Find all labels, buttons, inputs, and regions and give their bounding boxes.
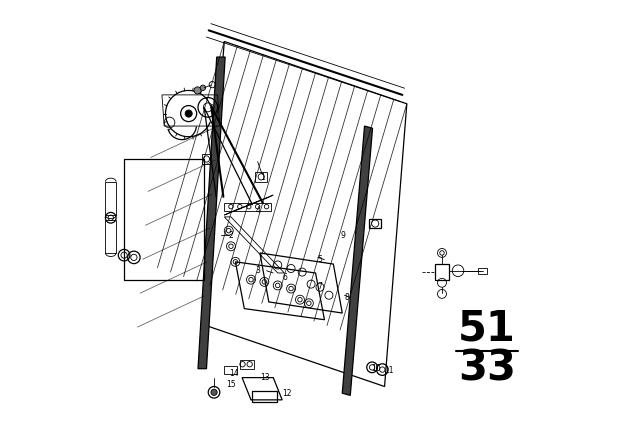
Polygon shape (198, 57, 225, 369)
Text: 51: 51 (458, 308, 516, 349)
Text: 15: 15 (227, 380, 236, 389)
Text: 1: 1 (260, 173, 265, 182)
Circle shape (200, 85, 205, 90)
Text: 7: 7 (318, 282, 323, 291)
Text: 8: 8 (344, 293, 349, 302)
Text: 13: 13 (260, 373, 269, 382)
Text: 11: 11 (385, 366, 394, 375)
Bar (202, 154, 211, 164)
Text: 2: 2 (228, 231, 234, 240)
Bar (255, 172, 267, 182)
Text: 4: 4 (255, 206, 260, 215)
Text: 14: 14 (228, 369, 238, 378)
Bar (224, 366, 237, 374)
Text: 12: 12 (282, 389, 292, 398)
Text: 10: 10 (371, 364, 381, 373)
Text: 9: 9 (340, 231, 345, 240)
Text: 5: 5 (318, 255, 323, 264)
Circle shape (211, 389, 217, 396)
Text: 3: 3 (255, 266, 260, 275)
Bar (479, 267, 486, 274)
Polygon shape (342, 126, 372, 396)
Text: 6: 6 (282, 273, 287, 282)
Bar (252, 391, 277, 402)
Circle shape (194, 87, 201, 94)
Bar (240, 360, 254, 369)
Bar (369, 219, 381, 228)
Text: 33: 33 (458, 348, 516, 390)
Circle shape (185, 110, 192, 117)
